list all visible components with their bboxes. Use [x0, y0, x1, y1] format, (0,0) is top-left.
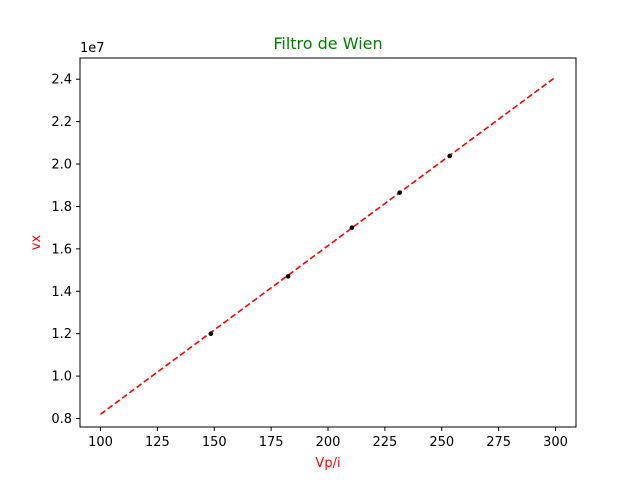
y-tick-label: 0.8	[51, 412, 72, 427]
data-point	[285, 274, 291, 279]
x-axis-label: Vp/i	[315, 456, 340, 471]
y-axis-offset-label: 1e7	[80, 41, 105, 56]
x-tick-label: 275	[486, 435, 511, 450]
fit-line	[100, 76, 556, 415]
y-tick-label: 1.8	[51, 200, 72, 215]
data-point	[397, 190, 402, 195]
y-tick-label: 2.0	[51, 158, 72, 173]
y-tick-label: 1.2	[51, 327, 72, 342]
y-axis-label: vx	[29, 235, 44, 251]
chart-marks	[100, 76, 556, 415]
data-point	[349, 225, 355, 230]
x-tick-label: 200	[316, 435, 341, 450]
x-tick-label: 225	[372, 435, 397, 450]
chart-title: Filtro de Wien	[273, 34, 382, 53]
x-tick-label: 150	[202, 435, 227, 450]
y-tick-label: 2.2	[51, 115, 72, 130]
y-tick-label: 1.6	[51, 242, 72, 257]
data-point	[208, 331, 214, 336]
y-tick-label: 2.4	[51, 73, 72, 88]
data-point	[447, 153, 453, 159]
y-tick-label: 1.0	[51, 370, 72, 385]
x-tick-label: 125	[145, 435, 170, 450]
y-axis: 0.8 1.0 1.2 1.4 1.6 1.8 2.0 2.2 2.4	[51, 73, 80, 427]
x-axis: 100 125 150 175 200 225 250 275 300	[88, 427, 568, 450]
x-tick-label: 100	[88, 435, 113, 450]
x-tick-label: 300	[543, 435, 568, 450]
y-tick-label: 1.4	[51, 285, 72, 300]
x-tick-label: 250	[429, 435, 454, 450]
x-tick-label: 175	[259, 435, 284, 450]
